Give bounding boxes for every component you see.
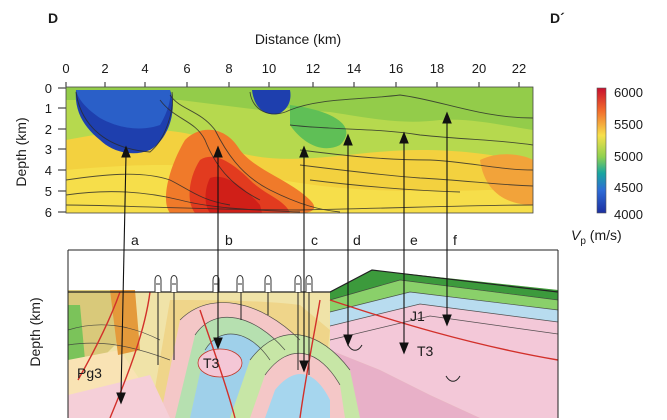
x-tick-label: 8 (225, 61, 232, 76)
correlation-arrow-c (299, 145, 309, 373)
colorbar-tick: 5500 (614, 117, 643, 132)
y-tick-label: 4 (45, 163, 52, 178)
x-tick-label: 2 (101, 61, 108, 76)
corner-label-right: D´ (550, 10, 565, 26)
corner-label-left: D (48, 10, 58, 26)
correlation-arrow-f (442, 111, 452, 327)
velocity-model (66, 87, 533, 213)
x-tick-label: 20 (472, 61, 486, 76)
correlation-arrows (116, 111, 452, 405)
correlation-arrow-b (213, 145, 223, 350)
unit-label-t3-right: T3 (417, 343, 434, 359)
profile-label-d: d (353, 232, 361, 248)
colorbar-label-sub: p (580, 236, 586, 247)
colorbar-tick: 4500 (614, 180, 643, 195)
well-icon (154, 275, 162, 292)
y-tick-label: 3 (45, 142, 52, 157)
profile-label-f: f (453, 232, 457, 248)
well-icon (294, 275, 302, 292)
y-ticks (58, 87, 66, 213)
x-tick-labels: 0 2 4 6 8 10 12 14 16 18 20 22 (62, 61, 526, 76)
unit-label-j1: J1 (410, 308, 425, 324)
well-icon (305, 275, 313, 292)
correlation-arrow-e (399, 131, 409, 355)
well-icon (236, 275, 244, 292)
x-tick-label: 16 (389, 61, 403, 76)
correlation-arrow-d (343, 133, 353, 347)
y-tick-label: 1 (45, 101, 52, 116)
y-tick-label: 6 (45, 205, 52, 220)
x-ticks (65, 82, 520, 87)
y-tick-label: 5 (45, 184, 52, 199)
colorbar-label-main: V (571, 227, 582, 243)
x-tick-label: 10 (262, 61, 276, 76)
x-tick-label: 0 (62, 61, 69, 76)
y-axis-title-top: Depth (km) (13, 117, 29, 186)
x-tick-label: 14 (347, 61, 361, 76)
x-tick-label: 6 (183, 61, 190, 76)
y-tick-labels: 0 1 2 3 4 5 6 (45, 81, 52, 220)
well-lines (157, 292, 310, 375)
profile-labels: a b c d e f (131, 232, 457, 248)
colorbar-tick: 4000 (614, 207, 643, 222)
colorbar-ticks: 6000 5500 5000 4500 4000 (614, 85, 643, 222)
velocity-panel-frame (65, 86, 534, 214)
well-markers (154, 275, 313, 292)
profile-label-c: c (311, 232, 318, 248)
y-tick-label: 2 (45, 122, 52, 137)
x-tick-label: 4 (141, 61, 148, 76)
colorbar-tick: 5000 (614, 149, 643, 164)
x-tick-label: 12 (306, 61, 320, 76)
unit-labels: J1 T3 T3 Pg3 (77, 308, 434, 381)
x-axis-title: Distance (km) (255, 31, 341, 47)
x-tick-label: 22 (512, 61, 526, 76)
surface-line (68, 269, 559, 293)
profile-label-e: e (410, 232, 418, 248)
correlation-arrow-a (116, 145, 131, 405)
unit-label-pg3: Pg3 (77, 365, 102, 381)
profile-label-a: a (131, 232, 139, 248)
colorbar-label-unit: (m/s) (586, 227, 622, 243)
profile-label-b: b (225, 232, 233, 248)
well-icon (170, 275, 178, 292)
colorbar-tick: 6000 (614, 85, 643, 100)
unit-label-t3-left: T3 (203, 355, 220, 371)
geologic-section (68, 250, 558, 418)
y-tick-label: 0 (45, 81, 52, 96)
x-tick-label: 18 (430, 61, 444, 76)
colorbar-label: Vp (m/s) (571, 227, 622, 247)
well-icon (264, 275, 272, 292)
colorbar (596, 87, 607, 214)
y-axis-title-bottom: Depth (km) (27, 297, 43, 366)
